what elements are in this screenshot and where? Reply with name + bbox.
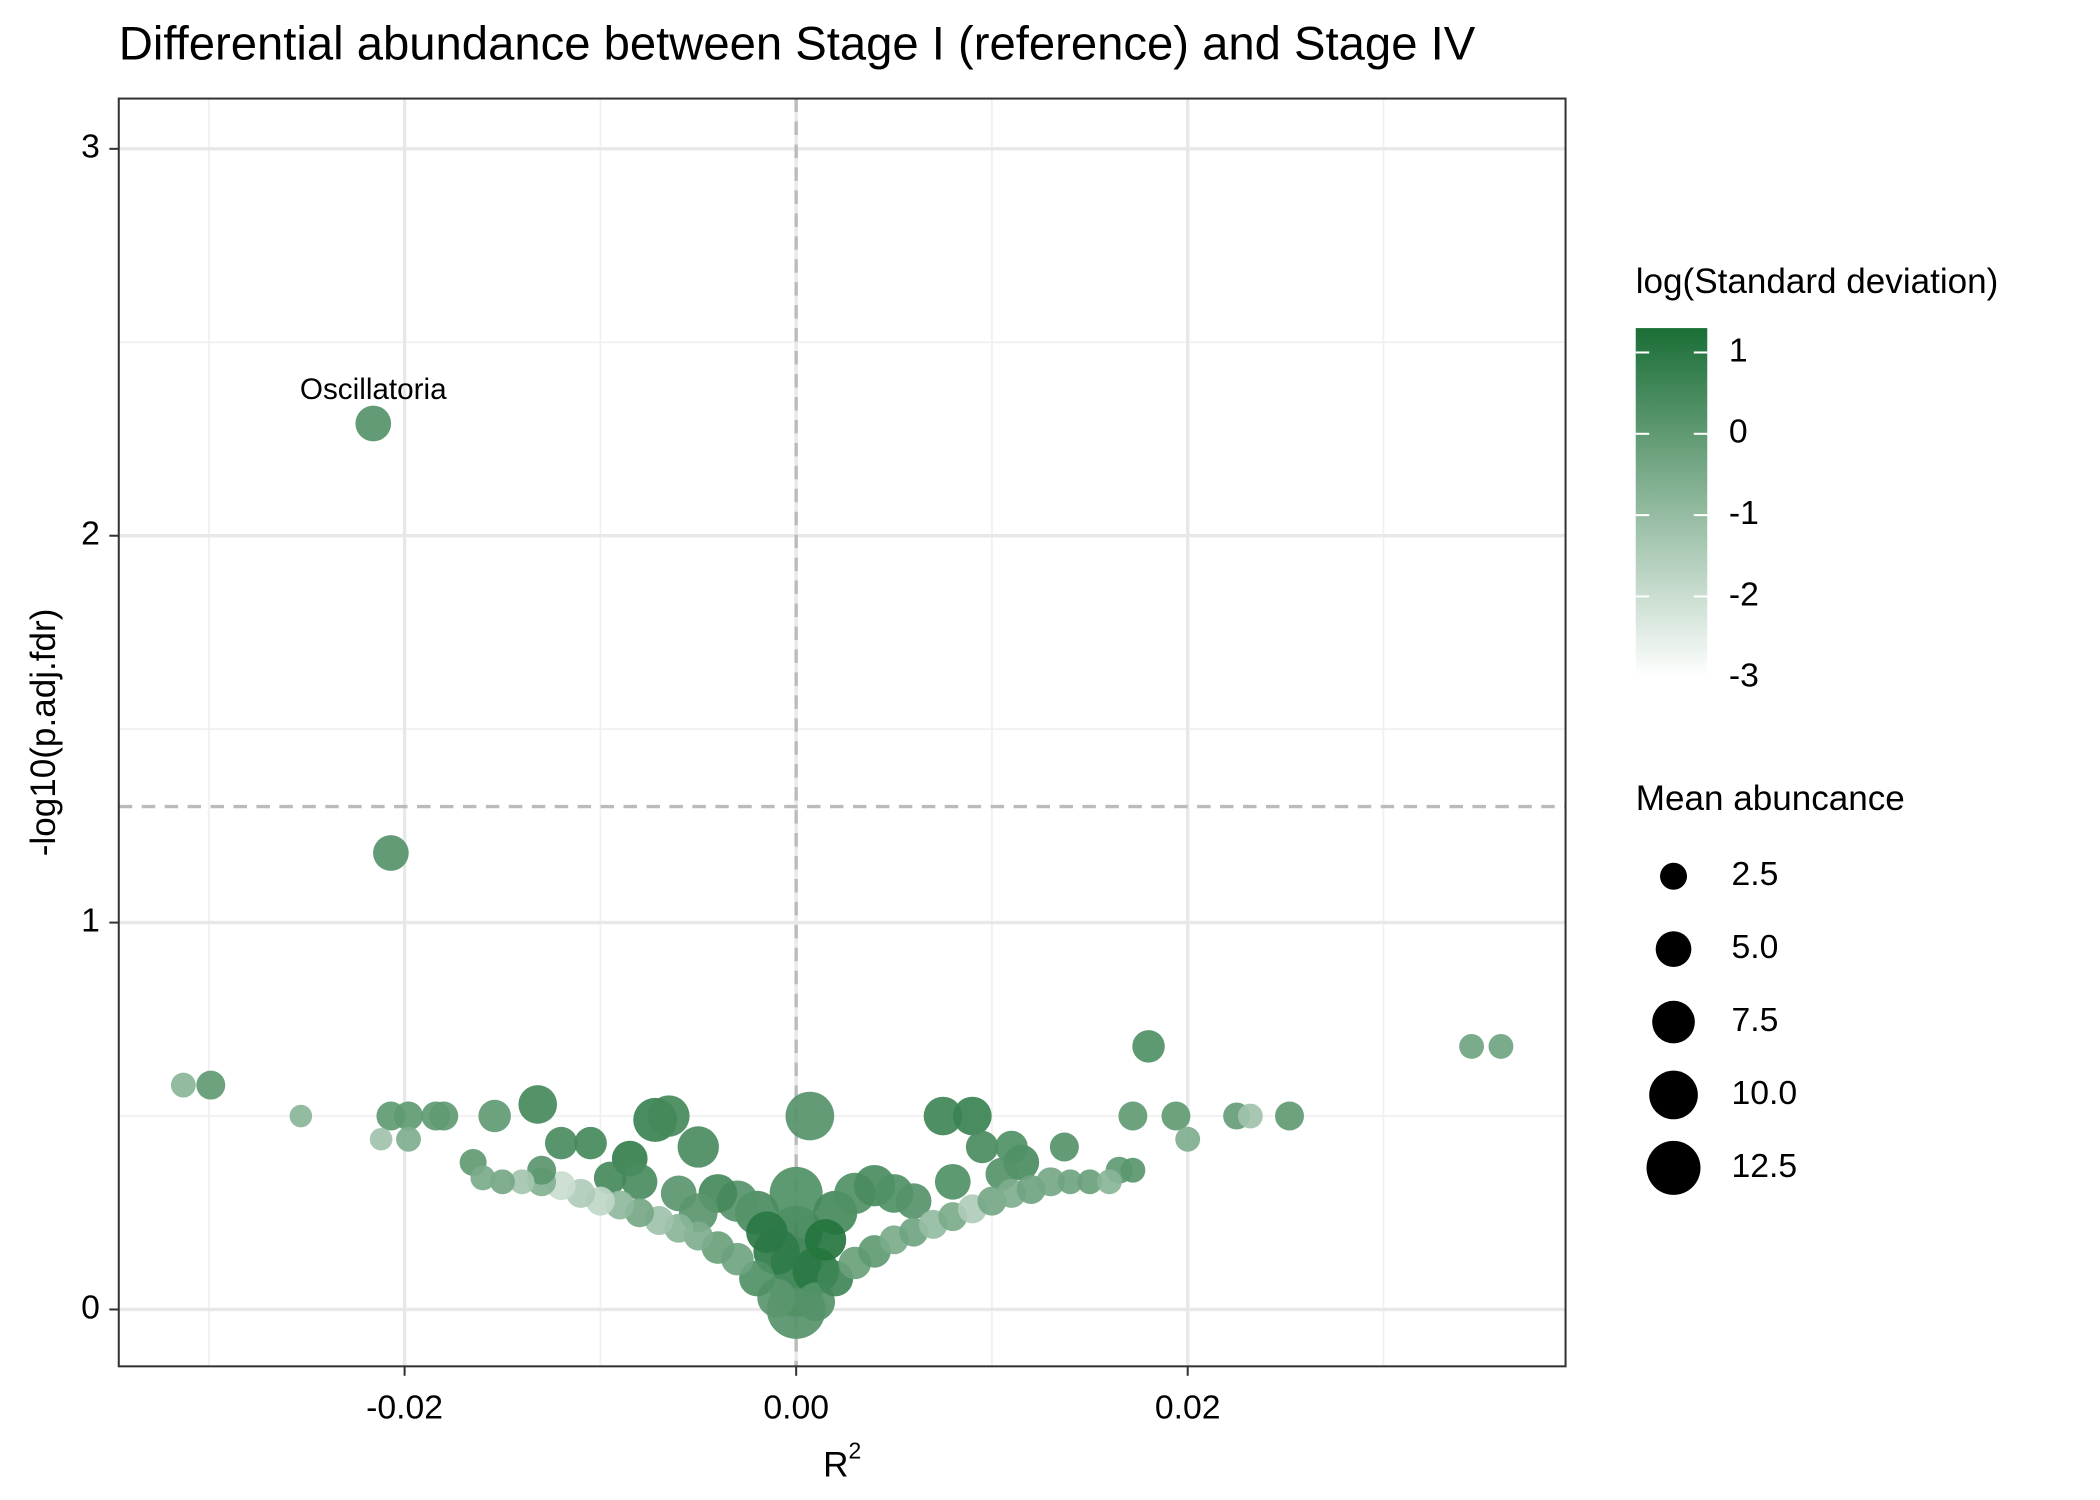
point <box>170 1072 196 1098</box>
x-axis-label: R2 <box>823 1438 861 1485</box>
point <box>934 1163 971 1200</box>
point <box>804 1219 847 1261</box>
point <box>621 1163 658 1200</box>
point <box>895 1183 932 1220</box>
color-tick-label: -1 <box>1729 494 1759 532</box>
point <box>369 1127 393 1151</box>
point <box>769 1166 823 1220</box>
y-tick-label: 2 <box>81 515 100 553</box>
point <box>995 1130 1028 1164</box>
x-tick-label: 0.00 <box>763 1388 829 1426</box>
y-tick-label: 3 <box>81 128 100 166</box>
point <box>1057 1169 1083 1195</box>
x-tick-label: 0.02 <box>1155 1388 1221 1426</box>
color-tick-label: -3 <box>1729 657 1759 695</box>
color-tick-label: -2 <box>1729 575 1759 613</box>
point <box>1096 1169 1122 1195</box>
point <box>373 835 409 871</box>
y-tick-label: 0 <box>81 1288 100 1326</box>
size-legend-label: 5.0 <box>1732 928 1779 966</box>
point <box>1132 1030 1165 1063</box>
size-legend-label: 7.5 <box>1732 1001 1779 1039</box>
size-legend-key <box>1649 1070 1698 1120</box>
point <box>677 1126 719 1168</box>
point <box>965 1130 999 1164</box>
size-legend-key <box>1646 1140 1701 1195</box>
point <box>746 1211 788 1253</box>
point <box>660 1175 697 1212</box>
point <box>923 1096 963 1136</box>
size-legend-label: 10.0 <box>1732 1074 1798 1112</box>
annotation: Oscillatoria <box>300 373 447 406</box>
point <box>1161 1101 1191 1131</box>
point <box>196 1070 226 1100</box>
plot-border <box>117 97 1567 1368</box>
point <box>1237 1103 1263 1129</box>
point <box>394 1101 423 1131</box>
size-legend-label: 12.5 <box>1732 1147 1798 1185</box>
point <box>478 1099 511 1133</box>
point <box>490 1169 515 1195</box>
point <box>1049 1132 1079 1162</box>
point <box>355 405 392 442</box>
y-axis-label: -log10(p.adj.fdr) <box>24 609 63 857</box>
point <box>648 1095 690 1137</box>
point <box>509 1169 535 1195</box>
point <box>1175 1126 1201 1152</box>
point <box>396 1126 421 1152</box>
point <box>785 1091 835 1141</box>
point <box>527 1155 557 1185</box>
chart-title: Differential abundance between Stage I (… <box>119 18 1476 71</box>
point <box>1120 1157 1146 1183</box>
y-tick-label: 1 <box>81 901 100 939</box>
x-tick-label: -0.02 <box>366 1388 443 1426</box>
point <box>1036 1167 1066 1197</box>
size-legend-title: Mean abuncance <box>1636 779 1905 818</box>
point <box>1275 1101 1304 1131</box>
point <box>289 1104 313 1128</box>
point <box>1488 1033 1514 1059</box>
point <box>953 1096 992 1136</box>
point <box>574 1126 607 1160</box>
point <box>593 1161 627 1195</box>
size-legend-label: 2.5 <box>1732 855 1779 893</box>
point <box>1459 1033 1485 1059</box>
point <box>518 1085 558 1124</box>
x-axis-label-superscript: 2 <box>848 1438 861 1464</box>
point <box>470 1165 496 1191</box>
size-legend-key <box>1655 931 1692 968</box>
color-tick-label: 1 <box>1729 331 1748 369</box>
point <box>1077 1169 1103 1195</box>
point <box>429 1101 459 1131</box>
color-tick-label: 0 <box>1729 413 1748 451</box>
size-legend-key <box>1660 862 1688 890</box>
point <box>544 1126 578 1160</box>
size-legend-key <box>1652 1000 1695 1044</box>
x-axis-label-base: R <box>823 1446 848 1485</box>
color-bar <box>1635 328 1708 678</box>
point <box>1118 1101 1148 1131</box>
color-legend-title: log(Standard deviation) <box>1636 262 1999 301</box>
